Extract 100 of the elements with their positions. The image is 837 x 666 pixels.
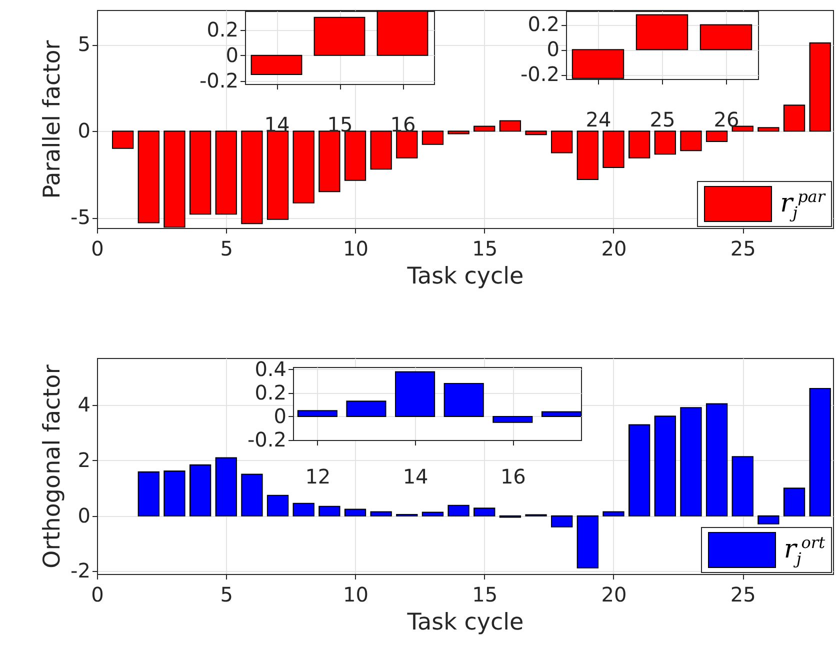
bar	[138, 130, 160, 224]
y-axis-title: Parallel factor	[40, 40, 66, 199]
bar	[292, 502, 314, 516]
x-tick-label: 16	[390, 112, 416, 136]
bar	[541, 411, 581, 417]
x-tick-label: 25	[650, 107, 676, 131]
bar	[138, 471, 160, 516]
bar	[370, 130, 392, 170]
x-tick-label: 15	[472, 582, 498, 606]
bar	[297, 410, 338, 417]
y-tick-label: -0.2	[520, 62, 560, 86]
bar	[215, 130, 237, 215]
x-axis-title: Task cycle	[406, 610, 524, 636]
bar	[700, 24, 752, 50]
bar	[292, 130, 314, 204]
y-tick-label: 5	[78, 32, 90, 56]
bar	[164, 470, 186, 516]
y-tick-label: 4	[78, 392, 90, 417]
y-tick-label: -0.2	[247, 428, 286, 452]
y-tick-label: 0.2	[528, 12, 560, 36]
bar	[376, 11, 428, 56]
bar	[318, 130, 340, 192]
bar	[474, 508, 496, 516]
bar	[346, 400, 386, 417]
bar	[370, 511, 392, 516]
bar	[783, 104, 806, 132]
bar	[551, 515, 573, 528]
bar	[395, 371, 436, 417]
bar	[576, 130, 598, 180]
y-tick-label: 0	[226, 42, 238, 67]
y-tick-label: 2	[78, 448, 90, 472]
bar	[783, 488, 806, 516]
bar	[706, 130, 728, 142]
x-tick-label: 14	[264, 112, 290, 136]
x-axis-title: Task cycle	[406, 264, 524, 290]
bar	[654, 416, 676, 516]
bar	[266, 494, 289, 516]
bar	[732, 456, 754, 516]
bar	[572, 48, 624, 78]
bar	[474, 126, 496, 132]
bar	[636, 14, 688, 50]
bar	[602, 130, 624, 168]
y-tick-label: -5	[70, 205, 90, 230]
y-tick-label: 0	[78, 503, 90, 528]
x-tick-label: 15	[472, 236, 498, 260]
bar	[314, 16, 366, 56]
x-tick-label: 24	[586, 107, 612, 131]
bar	[758, 127, 780, 132]
bar	[112, 130, 134, 149]
x-tick-label: 10	[343, 582, 368, 606]
y-tick-label: 0.2	[254, 380, 286, 404]
bar	[628, 424, 650, 516]
x-tick-label: 26	[714, 107, 740, 131]
bar	[758, 515, 780, 524]
bar	[422, 130, 444, 145]
x-tick-label: 25	[730, 236, 756, 260]
bar	[732, 126, 754, 132]
bar	[250, 54, 302, 75]
bar	[422, 512, 444, 516]
bar	[499, 120, 522, 132]
bar	[525, 130, 547, 136]
y-tick-label: -2	[70, 558, 90, 583]
x-tick-label: 15	[327, 112, 353, 136]
x-tick-label: 20	[601, 236, 627, 260]
bar	[576, 515, 598, 568]
bar	[164, 130, 186, 228]
bar	[680, 407, 702, 516]
y-tick-label: 0	[274, 404, 286, 428]
bar	[809, 388, 831, 516]
bar	[189, 464, 212, 516]
bar	[266, 130, 289, 220]
x-tick-label: 20	[601, 582, 627, 606]
y-tick-label: 0.2	[206, 18, 238, 42]
bar	[809, 42, 831, 132]
bar	[448, 504, 470, 516]
bar	[344, 130, 366, 181]
bar	[654, 130, 676, 155]
bar	[602, 511, 624, 516]
bar	[215, 457, 237, 516]
bar	[551, 130, 573, 154]
bar	[241, 130, 263, 224]
y-tick-label: -0.2	[199, 68, 238, 92]
bar	[318, 506, 340, 516]
bar	[680, 130, 702, 152]
x-tick-label: 14	[402, 464, 428, 488]
bar	[189, 130, 212, 215]
bar	[492, 416, 533, 423]
x-tick-label: 12	[305, 464, 331, 488]
y-tick-label: 0.4	[254, 356, 286, 381]
bar	[448, 130, 470, 134]
y-axis-title: Orthogonal factor	[40, 364, 66, 568]
x-tick-label: 10	[343, 236, 368, 260]
bar	[628, 130, 650, 158]
y-tick-label: 0	[546, 36, 560, 61]
x-tick-label: 25	[730, 582, 756, 606]
bar	[344, 508, 366, 516]
bar	[396, 130, 418, 158]
bar	[444, 382, 484, 417]
bar	[706, 403, 728, 516]
bar	[241, 474, 263, 516]
